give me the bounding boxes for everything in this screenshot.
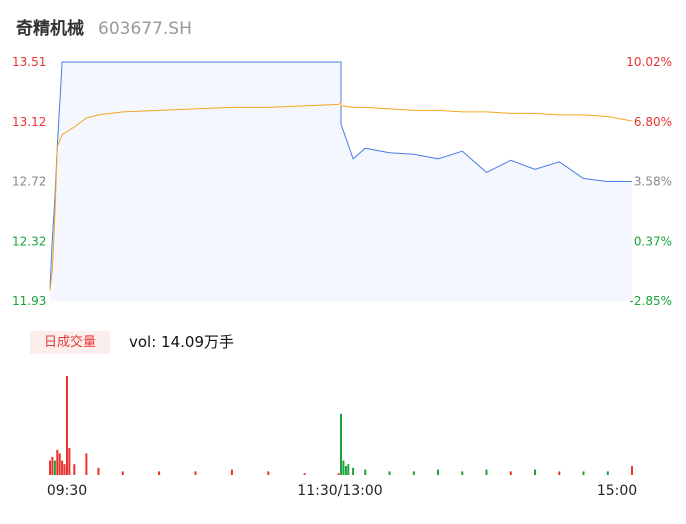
volume-bar xyxy=(51,457,54,475)
volume-bar xyxy=(364,469,367,475)
volume-tab[interactable]: 日成交量 xyxy=(30,331,110,354)
volume-summary: vol: 14.09万手 xyxy=(129,333,234,351)
volume-bar xyxy=(485,469,488,475)
stock-code: 603677.SH xyxy=(98,19,192,39)
volume-bar xyxy=(58,453,61,475)
price-axis-left: 13.51 13.12 12.72 12.32 11.93 xyxy=(12,55,46,308)
volume-bar xyxy=(63,464,66,475)
time-tick-label: 11:30/13:00 xyxy=(297,483,382,499)
volume-bar xyxy=(631,466,633,475)
volume-bar xyxy=(340,413,342,475)
volume-bar xyxy=(61,460,64,475)
time-tick-label: 09:30 xyxy=(47,483,87,499)
volume-bar xyxy=(534,469,536,475)
volume-bars-layer xyxy=(49,376,633,475)
volume-bar xyxy=(412,471,415,475)
volume-bar xyxy=(49,460,51,475)
volume-bar xyxy=(73,464,76,475)
price-area-layer xyxy=(50,62,632,301)
volume-bar xyxy=(509,471,512,475)
percent-tick-label: 3.58% xyxy=(634,175,672,189)
volume-bar xyxy=(437,469,439,475)
volume-bar xyxy=(558,471,561,475)
volume-bar xyxy=(56,449,59,475)
volume-bar xyxy=(230,469,233,475)
volume-bar xyxy=(66,376,68,475)
volume-bar xyxy=(582,471,585,475)
volume-bar xyxy=(337,473,340,475)
average-line xyxy=(49,101,633,291)
volume-bar xyxy=(158,471,161,475)
price-tick-label: 13.12 xyxy=(12,115,46,129)
stock-header: 奇精机械 603677.SH xyxy=(16,14,192,39)
price-axis-right: 10.02% 6.80% 3.58% 0.37% -2.85% xyxy=(626,55,672,308)
price-area-fill xyxy=(50,62,632,301)
volume-bar xyxy=(342,460,345,475)
volume-bar xyxy=(121,471,124,475)
volume-bar xyxy=(267,471,270,475)
volume-bar xyxy=(85,453,88,475)
time-axis: 09:30 11:30/13:00 15:00 xyxy=(47,483,637,499)
time-tick-label: 15:00 xyxy=(597,483,637,499)
volume-bar xyxy=(388,471,391,475)
percent-tick-label: 0.37% xyxy=(634,234,672,248)
percent-tick-label: -2.85% xyxy=(630,294,672,308)
price-tick-label: 13.51 xyxy=(12,55,46,69)
volume-bar xyxy=(303,473,306,475)
volume-bar xyxy=(97,467,100,475)
price-tick-label: 12.32 xyxy=(12,234,46,248)
volume-bar xyxy=(53,460,56,475)
volume-bar xyxy=(461,471,464,475)
volume-bar xyxy=(194,471,197,475)
volume-bar xyxy=(68,448,71,475)
percent-tick-label: 6.80% xyxy=(634,115,672,129)
price-line xyxy=(49,61,632,288)
price-tick-label: 11.93 xyxy=(12,294,46,308)
percent-tick-label: 10.02% xyxy=(626,55,672,69)
price-tick-label: 12.72 xyxy=(12,175,46,189)
volume-bar xyxy=(347,464,350,475)
price-lines-layer xyxy=(49,61,633,291)
volume-bar xyxy=(352,467,355,475)
stock-name: 奇精机械 xyxy=(16,19,84,39)
volume-bar xyxy=(344,466,347,475)
volume-bar xyxy=(606,471,609,475)
